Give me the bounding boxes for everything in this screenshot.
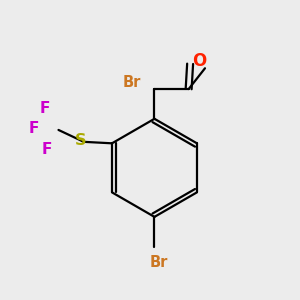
Text: Br: Br	[123, 75, 141, 90]
Text: S: S	[74, 134, 86, 148]
Text: F: F	[41, 142, 52, 157]
Text: F: F	[29, 121, 39, 136]
Text: O: O	[192, 52, 206, 70]
Text: Br: Br	[150, 255, 168, 270]
Text: F: F	[40, 101, 50, 116]
